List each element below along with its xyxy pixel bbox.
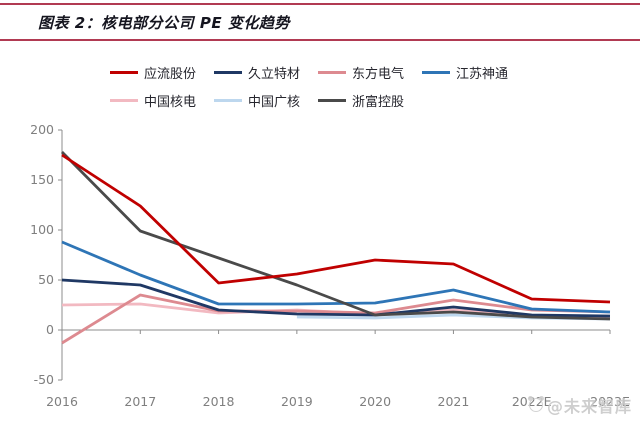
x-tick-label-2016: 2016 xyxy=(46,394,78,409)
panda-logo-icon xyxy=(527,396,544,412)
legend-swatch-4 xyxy=(110,99,138,102)
x-tick-label-2020: 2020 xyxy=(359,394,391,409)
legend-item-0: 应流股份 xyxy=(110,63,210,82)
series-line-江苏神通 xyxy=(61,240,611,314)
legend-swatch-3 xyxy=(422,71,450,74)
y-tick-label-150: 150 xyxy=(30,172,54,187)
legend-label-5: 中国广核 xyxy=(248,95,301,110)
legend-label-2: 东方电气 xyxy=(352,67,405,82)
legend-swatch-6 xyxy=(318,99,346,102)
legend-label-6: 浙富控股 xyxy=(352,95,405,110)
x-tick-label-2019: 2019 xyxy=(281,394,313,409)
legend-item-4: 中国核电 xyxy=(110,91,210,110)
legend-label-0: 应流股份 xyxy=(144,67,197,82)
chart-area: -50 0 50 100 150 200 2016 2017 2018 2019 2020 2021 2… xyxy=(0,114,640,421)
legend-label-1: 久立特材 xyxy=(248,67,301,82)
chart-legend: 应流股份 久立特材 东方电气 江苏神通中国核电 中国广核 浙富控股 xyxy=(110,63,530,110)
legend-item-2: 东方电气 xyxy=(318,63,418,82)
x-tick-label-2023E: 2023E xyxy=(590,394,630,409)
legend-label-3: 江苏神通 xyxy=(456,67,509,82)
legend-swatch-1 xyxy=(214,71,242,74)
y-tick-label-50: 50 xyxy=(38,272,54,287)
legend-label-4: 中国核电 xyxy=(144,95,197,110)
watermark-text: @未来智库 xyxy=(546,397,632,416)
title-bottom-rule xyxy=(0,39,640,41)
y-tick-label-200: 200 xyxy=(30,122,54,137)
series-line-久立特材 xyxy=(61,278,611,318)
legend-item-3: 江苏神通 xyxy=(422,63,522,82)
x-tick-label-2021: 2021 xyxy=(438,394,470,409)
legend-swatch-0 xyxy=(110,71,138,74)
x-tick-label-2018: 2018 xyxy=(203,394,235,409)
y-tick-label-0: 0 xyxy=(46,322,54,337)
series-line-浙富控股 xyxy=(61,151,611,321)
title-top-rule xyxy=(0,3,640,5)
y-tick-label-100: 100 xyxy=(30,222,54,237)
series-line-应流股份 xyxy=(61,153,611,304)
watermark: @未来智库 xyxy=(527,393,632,417)
pe-trend-line-chart: -50 0 50 100 150 200 2016 2017 2018 2019 2020 2021 2… xyxy=(30,122,630,409)
series-line-东方电气 xyxy=(61,293,611,345)
legend-item-5: 中国广核 xyxy=(214,91,314,110)
x-tick-label-2017: 2017 xyxy=(124,394,156,409)
legend-swatch-5 xyxy=(214,99,242,102)
legend-item-1: 久立特材 xyxy=(214,63,314,82)
figure-title: 图表 2：核电部分公司 PE 变化趋势 xyxy=(38,14,290,32)
legend-item-6: 浙富控股 xyxy=(318,91,418,110)
legend-swatch-2 xyxy=(318,71,346,74)
y-tick-label--50: -50 xyxy=(34,372,54,387)
